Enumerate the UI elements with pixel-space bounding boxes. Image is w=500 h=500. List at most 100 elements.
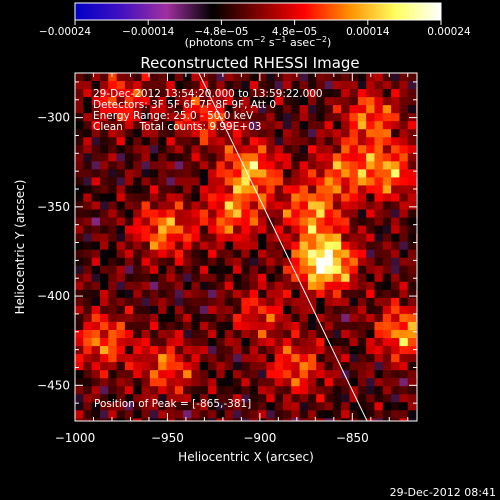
heatmap-cell (249, 113, 259, 122)
heatmap-cell (216, 281, 226, 291)
heatmap-cell (266, 257, 276, 267)
heatmap-cell (341, 161, 351, 170)
heatmap-cell (124, 81, 134, 90)
heatmap-cell (341, 281, 351, 291)
heatmap-cell (99, 105, 109, 114)
heatmap-cell (291, 145, 301, 154)
heatmap-cell (158, 169, 168, 178)
heatmap-cell (99, 153, 109, 162)
heatmap-cell (216, 193, 226, 203)
heatmap-cell (116, 313, 126, 323)
heatmap-cell (158, 193, 168, 203)
heatmap-cell (83, 209, 93, 219)
heatmap-cell (324, 241, 334, 251)
heatmap-cell (174, 185, 184, 195)
heatmap-cell (158, 225, 168, 235)
heatmap-cell (241, 249, 251, 259)
heatmap-cell (108, 378, 118, 387)
heatmap-cell (291, 305, 301, 315)
heatmap-cell (224, 362, 234, 371)
heatmap-cell (357, 169, 367, 178)
heatmap-cell (166, 129, 176, 138)
heatmap-cell (191, 121, 201, 130)
heatmap-cell (208, 209, 218, 219)
heatmap-cell (216, 185, 226, 195)
heatmap-cell (191, 289, 201, 299)
heatmap-cell (199, 273, 209, 283)
heatmap-cell (233, 121, 242, 130)
heatmap-cell (174, 129, 184, 138)
heatmap-cell (124, 137, 134, 146)
heatmap-cell (174, 386, 184, 395)
heatmap-cell (158, 386, 168, 395)
heatmap-cell (307, 249, 317, 259)
heatmap-cell (233, 225, 242, 235)
heatmap-cell (258, 394, 267, 403)
heatmap-cell (149, 273, 159, 283)
heatmap-cell (149, 225, 159, 235)
heatmap-cell (133, 338, 143, 347)
heatmap-cell (332, 418, 342, 421)
heatmap-cell (124, 249, 134, 259)
heatmap-cell (183, 97, 193, 106)
heatmap-cell (366, 289, 376, 299)
heatmap-cell (399, 257, 409, 267)
heatmap-cell (366, 161, 376, 170)
heatmap-cell (191, 249, 201, 259)
heatmap-cell (258, 73, 267, 82)
heatmap-cell (249, 289, 259, 299)
heatmap-cell (75, 289, 84, 299)
heatmap-cell (99, 362, 109, 371)
heatmap-cell (366, 185, 376, 195)
heatmap-cell (116, 89, 126, 98)
heatmap-cell (183, 305, 193, 315)
heatmap-cell (108, 201, 118, 211)
heatmap-cell (291, 394, 301, 403)
heatmap-cell (258, 257, 267, 267)
heatmap-cell (208, 338, 218, 347)
heatmap-cell (357, 217, 367, 227)
heatmap-cell (174, 153, 184, 162)
heatmap-cell (349, 161, 359, 170)
heatmap-cell (291, 362, 301, 371)
heatmap-cell (341, 402, 351, 411)
heatmap-cell (183, 89, 193, 98)
heatmap-cell (141, 193, 151, 203)
heatmap-cell (174, 137, 184, 146)
heatmap-cell (116, 410, 126, 419)
heatmap-cell (399, 265, 409, 275)
heatmap-cell (249, 241, 259, 251)
heatmap-cell (249, 81, 259, 90)
heatmap-cell (116, 386, 126, 395)
heatmap-cell (341, 249, 351, 259)
heatmap-cell (316, 113, 326, 122)
heatmap-cell (282, 418, 292, 421)
heatmap-cell (224, 305, 234, 315)
heatmap-cell (291, 113, 301, 122)
heatmap-cell (191, 225, 201, 235)
heatmap-cell (75, 273, 84, 283)
heatmap-cell (341, 137, 351, 146)
heatmap-cell (341, 169, 351, 178)
heatmap-cell (116, 73, 126, 82)
heatmap-cell (133, 402, 143, 411)
heatmap-cell (249, 193, 259, 203)
heatmap-cell (191, 97, 201, 106)
heatmap-cell (166, 313, 176, 323)
heatmap-cell (108, 370, 118, 379)
heatmap-cell (149, 129, 159, 138)
heatmap-cell (307, 137, 317, 146)
heatmap-cell (241, 217, 251, 227)
heatmap-cell (391, 225, 401, 235)
heatmap-cell (158, 249, 168, 259)
heatmap-cell (258, 241, 267, 251)
heatmap-cell (183, 281, 193, 291)
heatmap-cell (349, 289, 359, 299)
heatmap-cell (332, 297, 342, 307)
heatmap-cell (124, 257, 134, 267)
heatmap-cell (124, 241, 134, 251)
heatmap-cell (174, 378, 184, 387)
heatmap-cell (149, 410, 159, 419)
heatmap-cell (349, 346, 359, 355)
heatmap-cell (299, 305, 309, 315)
